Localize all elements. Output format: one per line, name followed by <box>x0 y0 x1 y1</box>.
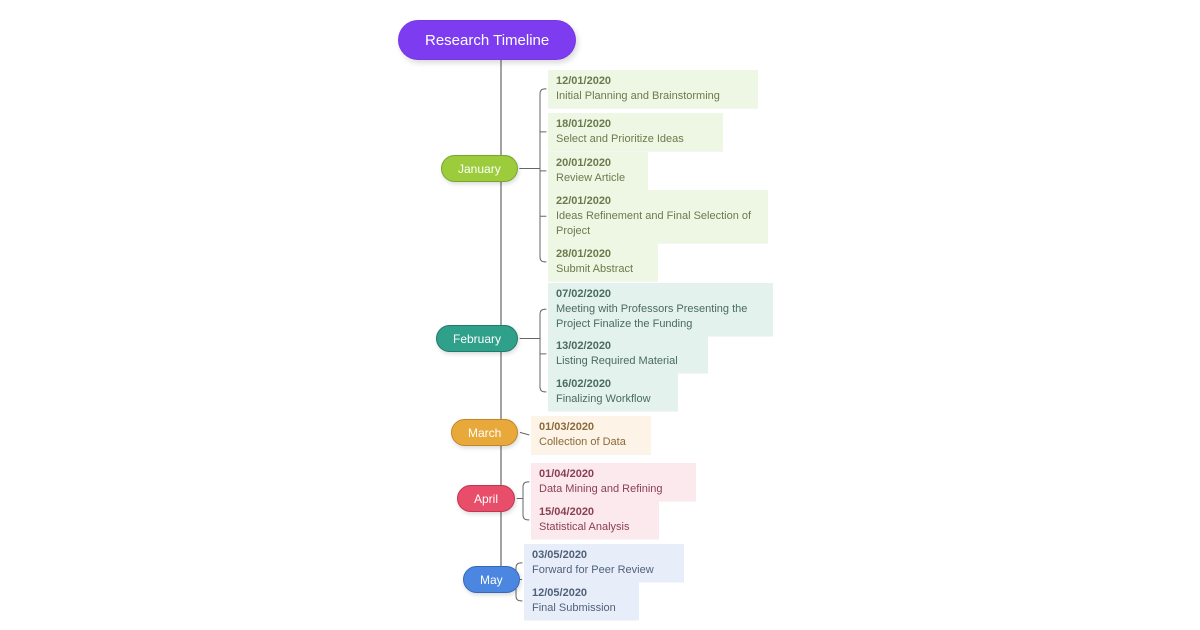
timeline-item: 15/04/2020Statistical Analysis <box>531 501 659 539</box>
timeline-item: 01/03/2020Collection of Data <box>531 416 651 454</box>
item-date: 12/05/2020 <box>532 586 631 601</box>
item-text: Ideas Refinement and Final Selection of … <box>556 209 760 239</box>
item-text: Finalizing Workflow <box>556 392 670 407</box>
timeline-canvas: Research Timeline January 12/01/2020Initia… <box>0 0 1200 630</box>
item-date: 07/02/2020 <box>556 287 765 302</box>
item-text: Data Mining and Refining <box>539 482 688 497</box>
item-date: 22/01/2020 <box>556 194 760 209</box>
item-text: Submit Abstract <box>556 262 650 277</box>
timeline-item: 07/02/2020Meeting with Professors Presen… <box>548 283 773 336</box>
item-text: Collection of Data <box>539 435 643 450</box>
item-text: Final Submission <box>532 601 631 616</box>
timeline-item: 16/02/2020Finalizing Workflow <box>548 373 678 411</box>
item-text: Select and Prioritize Ideas <box>556 132 715 147</box>
month-pill-january: January <box>441 155 518 182</box>
timeline-item: 28/01/2020Submit Abstract <box>548 243 658 281</box>
timeline-item: 22/01/2020Ideas Refinement and Final Sel… <box>548 190 768 243</box>
month-pill-february: February <box>436 325 518 352</box>
item-date: 15/04/2020 <box>539 505 651 520</box>
item-text: Meeting with Professors Presenting the P… <box>556 302 765 332</box>
item-date: 20/01/2020 <box>556 156 640 171</box>
item-text: Forward for Peer Review <box>532 563 676 578</box>
month-pill-may: May <box>463 566 520 593</box>
item-date: 12/01/2020 <box>556 74 750 89</box>
item-date: 13/02/2020 <box>556 339 700 354</box>
timeline-item: 12/01/2020Initial Planning and Brainstor… <box>548 70 758 108</box>
item-date: 01/04/2020 <box>539 467 688 482</box>
item-text: Listing Required Material <box>556 354 700 369</box>
item-date: 16/02/2020 <box>556 377 670 392</box>
timeline-item: 12/05/2020Final Submission <box>524 582 639 620</box>
timeline-item: 03/05/2020Forward for Peer Review <box>524 544 684 582</box>
timeline-item: 01/04/2020Data Mining and Refining <box>531 463 696 501</box>
item-text: Review Article <box>556 171 640 186</box>
item-date: 28/01/2020 <box>556 247 650 262</box>
item-text: Statistical Analysis <box>539 520 651 535</box>
item-date: 18/01/2020 <box>556 117 715 132</box>
timeline-item: 20/01/2020Review Article <box>548 152 648 190</box>
month-pill-april: April <box>457 485 515 512</box>
timeline-item: 13/02/2020Listing Required Material <box>548 335 708 373</box>
item-text: Initial Planning and Brainstorming <box>556 89 750 104</box>
timeline-item: 18/01/2020Select and Prioritize Ideas <box>548 113 723 151</box>
timeline-title: Research Timeline <box>398 20 576 60</box>
month-pill-march: March <box>451 419 518 446</box>
item-date: 03/05/2020 <box>532 548 676 563</box>
item-date: 01/03/2020 <box>539 420 643 435</box>
